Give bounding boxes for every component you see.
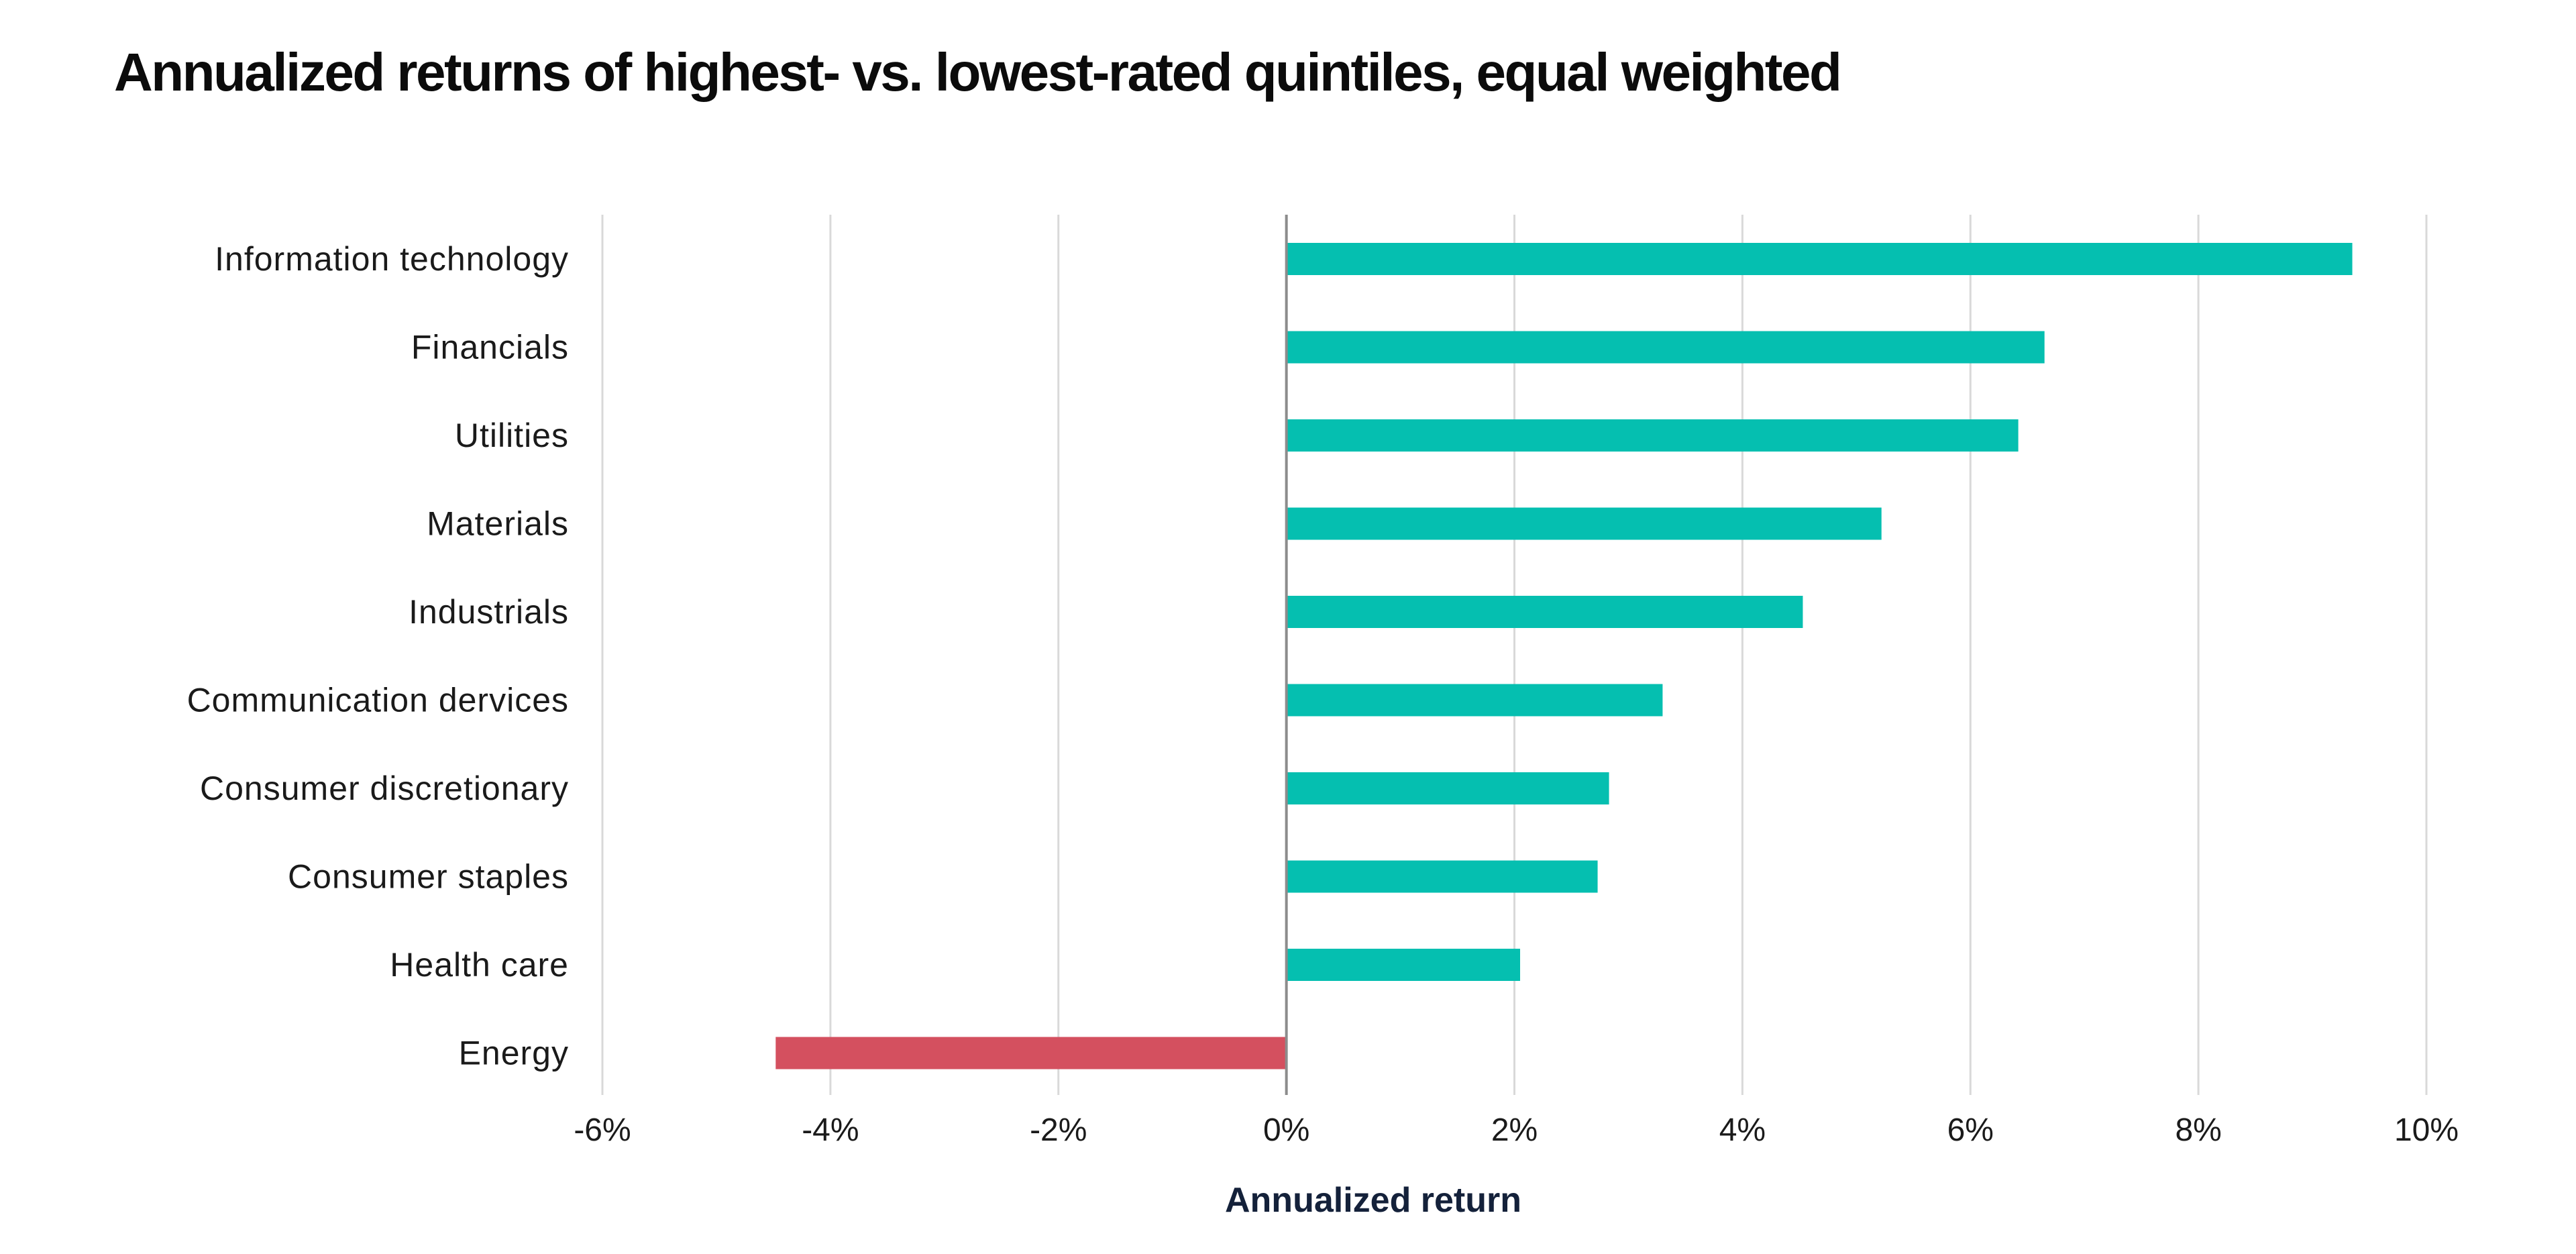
category-label: Information technology (215, 240, 569, 278)
chart-title: Annualized returns of highest- vs. lowes… (114, 42, 1842, 102)
category-label: Consumer discretionary (200, 770, 569, 807)
x-tick-label: 4% (1719, 1112, 1766, 1148)
bar (1286, 772, 1609, 804)
bar (1286, 949, 1520, 981)
x-axis-title: Annualized return (1225, 1181, 1521, 1220)
x-tick-label: 0% (1263, 1112, 1309, 1148)
category-label: Energy (459, 1035, 569, 1072)
x-tick-label: -6% (574, 1112, 631, 1148)
category-label: Utilities (455, 417, 569, 454)
category-label: Communication dervices (187, 682, 569, 719)
x-tick-label: 6% (1947, 1112, 1994, 1148)
bar (1286, 507, 1882, 540)
category-label: Materials (427, 505, 569, 543)
category-label: Financials (411, 329, 569, 366)
category-labels: Information technology Financials Utilitie… (187, 240, 569, 1072)
x-tick-label: 2% (1491, 1112, 1538, 1148)
bar (1286, 684, 1663, 717)
x-tick-label: 10% (2394, 1112, 2459, 1148)
bar (775, 1037, 1287, 1069)
bar (1286, 596, 1803, 628)
x-tick-labels: -6% -4% -2% 0% 2% 4% 6% 8% 10% (574, 1112, 2459, 1148)
x-tick-label: -2% (1030, 1112, 1087, 1148)
x-tick-label: -4% (802, 1112, 859, 1148)
category-label: Industrials (409, 593, 569, 631)
bar (1286, 860, 1598, 893)
bar (1286, 419, 2019, 452)
bar (1286, 331, 2045, 364)
x-tick-label: 8% (2175, 1112, 2221, 1148)
bars (775, 243, 2353, 1069)
bar (1286, 243, 2353, 275)
category-label: Consumer staples (288, 858, 569, 896)
category-label: Health care (390, 946, 569, 984)
